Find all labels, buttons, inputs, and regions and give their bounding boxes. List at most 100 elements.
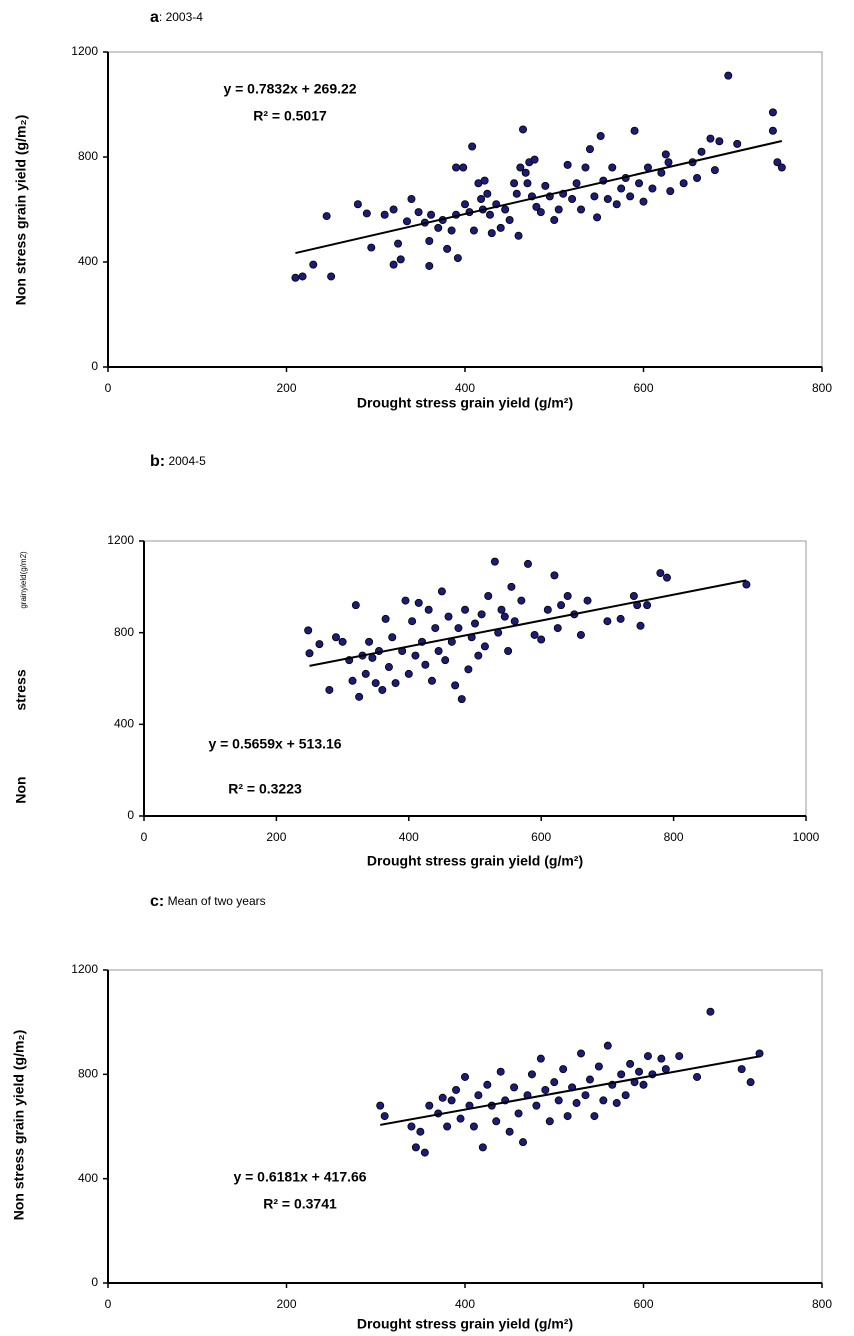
data-point [666,187,675,196]
data-point [516,163,525,172]
data-point [541,181,550,190]
trendline [309,579,747,667]
data-point [456,1114,465,1123]
data-point [742,580,751,589]
data-point [496,1067,505,1076]
x-tick-label: 1000 [793,830,820,844]
y-tick-label: 0 [91,1275,98,1289]
data-point [501,205,510,214]
data-point [543,605,552,614]
data-point [563,592,572,601]
data-point [550,1078,559,1087]
data-point [559,1065,568,1074]
data-point [693,1072,702,1081]
data-point [378,685,387,694]
data-point [454,624,463,633]
data-point [777,163,786,172]
data-point [554,205,563,214]
x-axis-label: Drought stress grain yield (g/m²) [367,853,583,869]
data-point [530,155,539,164]
data-point [368,653,377,662]
data-point [510,179,519,188]
data-point [452,1085,461,1094]
data-point [550,571,559,580]
data-point [474,651,483,660]
data-point [643,163,652,172]
data-point [639,197,648,206]
data-point [468,142,477,151]
data-point [408,617,417,626]
y-axis-label: grainyield(g/m2) [19,551,28,609]
data-point [636,621,645,630]
data-point [617,184,626,193]
x-tick-label: 800 [812,381,832,395]
y-tick-label: 1200 [71,44,98,58]
data-point [519,125,528,134]
data-point [380,1112,389,1121]
data-point [599,1096,608,1105]
data-point [407,194,416,203]
data-point [596,131,605,140]
data-point [477,194,486,203]
data-point [630,126,639,135]
y-tick-label: 0 [91,359,98,373]
data-point [507,582,516,591]
x-tick-label: 400 [455,381,475,395]
data-point [376,1101,385,1110]
data-point [490,557,499,566]
data-point [572,179,581,188]
data-point [425,236,434,245]
data-point [532,202,541,211]
data-point [389,205,398,214]
data-point [425,1101,434,1110]
y-tick-label: 0 [127,808,134,822]
data-point [407,1122,416,1131]
data-point [517,596,526,605]
x-tick-label: 0 [105,1297,112,1311]
data-point [510,617,519,626]
data-point [309,260,318,269]
panel-label: c: [150,893,164,910]
data-point [460,1072,469,1081]
data-point [504,647,513,656]
data-point [523,179,532,188]
data-point [664,158,673,167]
panel-subtitle: : 2003-4 [159,10,203,24]
y-axis-label: Non stress grain yield (g/m₂) [13,115,29,306]
data-point [396,255,405,264]
y-tick-label: 800 [78,149,98,163]
data-point [626,1059,635,1068]
data-point [577,205,586,214]
data-point [477,610,486,619]
data-point [437,587,446,596]
y-axis-label: Non stress grain yield (g/m₂) [11,1030,27,1221]
data-point [536,208,545,217]
data-point [361,669,370,678]
panel-title: a: 2003-4 [150,9,203,26]
data-point [541,1085,550,1094]
data-point [514,231,523,240]
regression-equation: y = 0.5659x + 513.16 [208,736,341,752]
x-tick-label: 600 [633,1297,653,1311]
data-point [460,200,469,209]
data-point [305,649,314,658]
data-point [532,1101,541,1110]
data-point [470,619,479,628]
data-point [427,676,436,685]
data-point [554,1096,563,1105]
data-point [492,1117,501,1126]
data-point [331,633,340,642]
data-point [327,272,336,281]
data-point [365,637,374,646]
data-point [483,189,492,198]
y-axis-label: Non [13,776,29,803]
data-point [487,229,496,238]
data-point [388,633,397,642]
data-point [536,1054,545,1063]
data-point [550,215,559,224]
data-point [576,630,585,639]
data-point [444,612,453,621]
data-point [715,137,724,146]
data-point [457,695,466,704]
data-point [389,260,398,269]
